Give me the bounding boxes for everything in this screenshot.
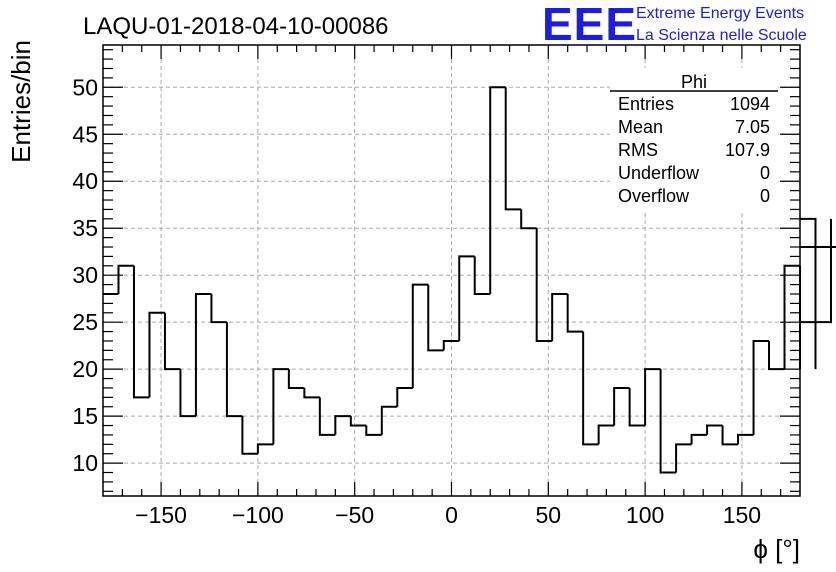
stats-box: Phi Entries 1094 Mean 7.05 RMS 107.9 Und… — [610, 68, 778, 210]
chart-title: LAQU-01-2018-04-10-00086 — [83, 13, 389, 40]
histogram-bin — [489, 86, 506, 294]
x-axis-label: ϕ [°] — [753, 534, 800, 564]
histogram-bin — [427, 284, 444, 352]
stat-value: 1094 — [730, 94, 770, 114]
y-tick-label: 45 — [72, 121, 98, 147]
histogram-bin — [318, 397, 336, 436]
histogram-bin — [272, 368, 289, 445]
stat-label: Entries — [618, 94, 674, 114]
histogram-bin — [535, 228, 553, 342]
histogram-bin — [473, 256, 491, 295]
stat-value: 107.9 — [725, 140, 770, 160]
histogram-bin — [800, 246, 836, 249]
histogram-bin — [117, 264, 134, 294]
histogram-bin — [768, 340, 785, 371]
eee-logo-mark: EEE — [542, 0, 637, 50]
y-tick-label: 35 — [72, 215, 98, 241]
histogram-bin — [706, 424, 723, 435]
histogram-bin — [210, 293, 227, 324]
histogram-bin — [690, 433, 708, 445]
x-tick-label: 150 — [723, 502, 761, 528]
histogram-bin — [566, 293, 584, 333]
x-tick-label: −150 — [135, 502, 187, 528]
histogram-bin — [628, 387, 646, 427]
histogram-bin — [800, 217, 817, 370]
histogram-bin — [675, 443, 692, 473]
histogram-bin — [442, 339, 460, 351]
histogram-bin — [411, 283, 429, 388]
histogram-bin — [551, 292, 568, 341]
histogram-bin — [752, 339, 770, 435]
histogram-bin — [287, 369, 305, 389]
y-tick-label: 10 — [72, 450, 98, 476]
histogram-bin — [597, 424, 615, 445]
x-tick-label: −100 — [232, 502, 284, 528]
y-tick-label: 15 — [72, 403, 98, 429]
eee-logo-line2: La Scienza nelle Scuole — [636, 27, 807, 44]
x-tick-label: 0 — [445, 502, 458, 528]
histogram-bin — [721, 425, 739, 446]
histogram-bin — [582, 331, 599, 446]
y-tick-label: 25 — [72, 309, 98, 335]
histogram-bin — [365, 425, 382, 436]
histogram-bin — [458, 255, 475, 341]
x-tick-label: 50 — [536, 502, 562, 528]
y-tick-label: 40 — [72, 168, 98, 194]
x-tick-labels: −150 −100 −50 0 50 100 150 — [135, 502, 761, 528]
histogram-bin — [504, 87, 522, 211]
histogram-bin — [783, 264, 800, 370]
axis-ticks — [103, 45, 800, 496]
histogram-bin — [148, 311, 165, 398]
histogram-bin — [241, 416, 258, 455]
stats-box-title: Phi — [681, 72, 707, 92]
grid-lines — [103, 45, 800, 496]
stat-label: Underflow — [618, 163, 700, 183]
histogram-bin — [256, 443, 274, 454]
histogram-bin — [194, 292, 212, 417]
histogram-bin — [349, 416, 367, 427]
histogram-bin — [520, 209, 537, 230]
histogram-bin — [303, 387, 320, 399]
x-tick-label: 100 — [626, 502, 664, 528]
y-tick-label: 30 — [72, 262, 98, 288]
histogram-bin — [334, 415, 351, 435]
histogram-bin — [380, 405, 398, 435]
eee-logo: EEE Extreme Energy Events La Scienza nel… — [542, 0, 807, 50]
stat-label: Mean — [618, 117, 663, 137]
stat-label: RMS — [618, 140, 658, 160]
stat-value: 0 — [760, 186, 770, 206]
y-axis-label: Entries/bin — [6, 40, 36, 163]
stat-label: Overflow — [618, 186, 690, 206]
y-tick-label: 20 — [72, 356, 98, 382]
histogram-bin — [163, 312, 181, 371]
stat-value: 7.05 — [735, 117, 770, 137]
histogram-bars — [103, 86, 836, 474]
histogram-bin — [396, 386, 413, 407]
eee-logo-line1: Extreme Energy Events — [636, 5, 804, 22]
histogram-bin — [800, 218, 832, 324]
histogram-bin — [613, 386, 630, 426]
x-tick-label: −50 — [335, 502, 374, 528]
histogram-bin — [225, 322, 243, 418]
histogram-bin — [659, 369, 677, 474]
y-tick-label: 50 — [72, 74, 98, 100]
stat-value: 0 — [760, 163, 770, 183]
histogram-bin — [179, 369, 196, 418]
histogram-bin — [132, 265, 150, 399]
histogram-bin — [644, 368, 661, 426]
y-tick-labels: 10 15 20 25 30 35 40 45 50 — [72, 74, 98, 476]
histogram-bin — [737, 433, 754, 445]
